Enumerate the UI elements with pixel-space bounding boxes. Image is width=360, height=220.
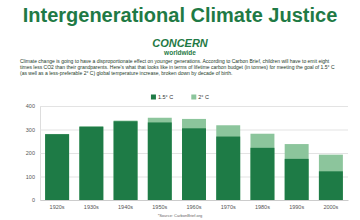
logo-name: CONCERN (152, 37, 209, 49)
bar (182, 128, 206, 200)
bar (79, 126, 103, 200)
x-tick: 2000s (323, 200, 338, 210)
y-tick-label: 400 (26, 103, 35, 109)
grid-line (40, 106, 348, 107)
bar (148, 122, 172, 200)
bar (285, 159, 309, 200)
chart: Intergenerational Climate Justice CONCERN… (0, 0, 360, 220)
bar (182, 119, 206, 200)
x-tick-label: 1920s (50, 204, 65, 210)
title: Intergenerational Climate Justice (23, 4, 338, 26)
plot: 01002003004001920s1930s1940s1950s1960s19… (26, 103, 349, 210)
y-axis: 0 100 200 300 400 (26, 103, 348, 203)
x-tick-label: 1970s (221, 204, 236, 210)
x-tick-label: 1980s (255, 204, 270, 210)
y-tick-label: 300 (26, 127, 35, 133)
legend-swatch (191, 95, 196, 100)
legend-label: 2° C (198, 94, 209, 100)
bar (45, 134, 69, 200)
bar (79, 127, 103, 200)
legend-swatch (151, 95, 156, 100)
x-tick: 1970s (221, 200, 236, 210)
legend: 1.5° C 2° C (151, 94, 209, 100)
bars (45, 118, 343, 200)
bar (250, 148, 274, 200)
subtitle-line: times less CO2 than their grandparents. … (20, 64, 335, 70)
subtitle-line: (as well as a less-preferable 2° C) glob… (20, 70, 232, 76)
x-tick: 1940s (118, 200, 133, 210)
logo-subname: worldwide (163, 49, 196, 56)
x-tick: 1950s (152, 200, 167, 210)
x-axis: 1920s 1930s 1940s 1950s 1960s 1970s 1980s 1990s… (41, 200, 349, 210)
x-tick: 1980s (255, 200, 270, 210)
legend-item: 2° C (191, 94, 209, 100)
bar (319, 155, 343, 200)
bar (250, 134, 274, 200)
x-tick-label: 2000s (323, 204, 338, 210)
subtitle-line: Climate change is going to have a dispro… (20, 58, 330, 64)
x-axis-line (41, 200, 349, 201)
bar (319, 171, 343, 200)
x-tick-label: 1940s (118, 204, 133, 210)
x-tick-label: 1950s (152, 204, 167, 210)
y-axis-line (41, 107, 349, 201)
bar (45, 134, 69, 200)
legend-label: 1.5° C (158, 94, 173, 100)
y-tick-label: 200 (26, 150, 35, 156)
series (45, 118, 343, 200)
y-tick: 400 (26, 103, 348, 109)
subtitle: Climate change is going to have a dispro… (20, 58, 335, 76)
x-tick: 1920s (50, 200, 65, 210)
grid-line (40, 200, 348, 201)
source: *Source: CarbonBrief.org (158, 213, 203, 218)
legend-item: 1.5° C (151, 94, 173, 100)
bar (114, 121, 138, 200)
x-tick-label: 1960s (187, 204, 202, 210)
series (45, 121, 343, 200)
x-tick: 1960s (187, 200, 202, 210)
x-tick-label: 1990s (289, 204, 304, 210)
bar (216, 137, 240, 200)
x-tick-label: 1930s (84, 204, 99, 210)
bar (114, 121, 138, 200)
y-tick-label: 0 (32, 197, 35, 203)
bar (148, 118, 172, 200)
background (0, 0, 360, 220)
y-tick-label: 100 (26, 174, 35, 180)
bar (216, 125, 240, 200)
x-tick: 1990s (289, 200, 304, 210)
bar (285, 144, 309, 200)
x-tick: 1930s (84, 200, 99, 210)
